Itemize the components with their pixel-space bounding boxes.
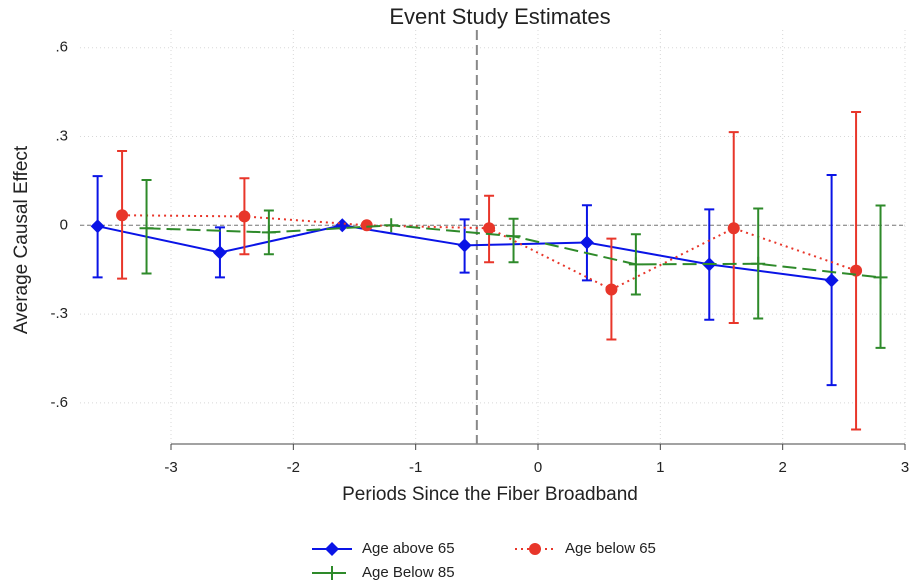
- legend-label: Age below 65: [565, 540, 656, 557]
- x-tick-label: 2: [778, 459, 786, 476]
- point-marker: [628, 257, 643, 272]
- point-marker: [212, 245, 227, 260]
- point-marker: [238, 210, 251, 223]
- point-marker: [90, 219, 105, 234]
- x-tick-label: 0: [534, 459, 542, 476]
- point-marker: [605, 283, 618, 296]
- x-tick-label: -1: [409, 459, 422, 476]
- point-marker: [483, 222, 496, 235]
- point-marker: [873, 270, 888, 285]
- legend-marker: [325, 542, 339, 556]
- x-tick-label: -3: [164, 459, 177, 476]
- y-tick-label: -.3: [50, 305, 68, 322]
- point-marker: [360, 219, 373, 232]
- y-tick-label: 0: [60, 216, 68, 233]
- point-marker: [457, 238, 472, 253]
- point-marker: [824, 273, 839, 288]
- x-tick-label: 3: [901, 459, 909, 476]
- x-tick-label: 1: [656, 459, 664, 476]
- point-marker: [506, 229, 521, 244]
- legend-label: Age above 65: [362, 540, 455, 557]
- point-marker: [727, 222, 740, 235]
- chart-title: Event Study Estimates: [389, 4, 610, 29]
- x-axis-label: Periods Since the Fiber Broadband: [342, 484, 638, 505]
- point-marker: [751, 256, 766, 271]
- legend-marker: [325, 566, 339, 580]
- y-tick-label: .3: [55, 128, 68, 145]
- y-axis-label: Average Causal Effect: [11, 145, 32, 334]
- point-marker: [579, 235, 594, 250]
- x-tick-label: -2: [287, 459, 300, 476]
- y-tick-label: .6: [55, 39, 68, 56]
- point-marker: [116, 209, 129, 222]
- point-marker: [384, 218, 399, 233]
- legend-marker: [529, 543, 541, 555]
- point-marker: [335, 218, 350, 233]
- legend-label: Age Below 85: [362, 564, 455, 581]
- y-tick-label: -.6: [50, 394, 68, 411]
- point-marker: [261, 225, 276, 240]
- point-marker: [139, 221, 154, 236]
